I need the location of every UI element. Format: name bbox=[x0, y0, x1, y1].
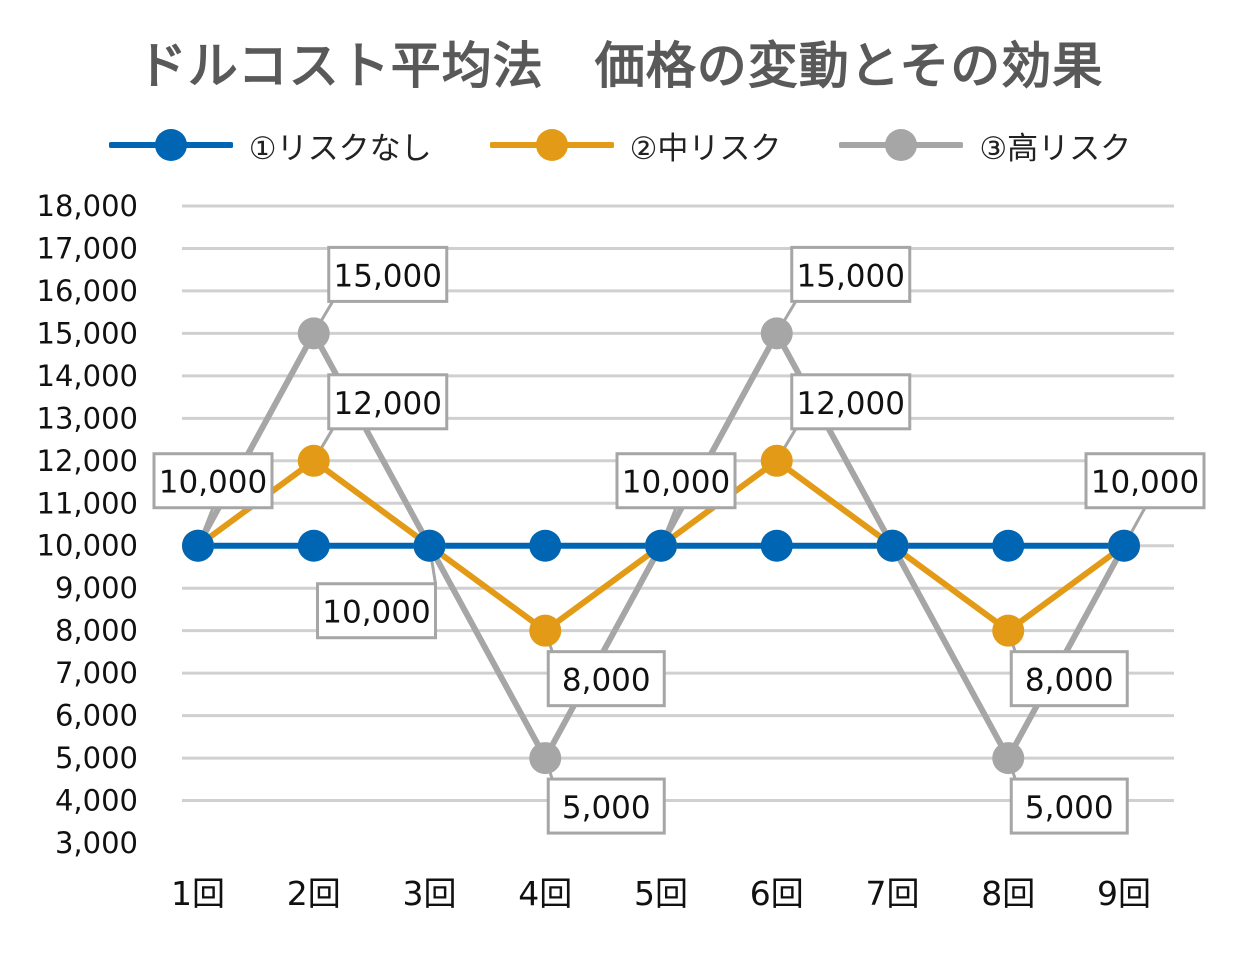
data-label-box bbox=[790, 373, 912, 431]
data-label: 8,000 bbox=[562, 663, 651, 699]
data-label: 15,000 bbox=[334, 258, 442, 294]
data-label: 5,000 bbox=[1025, 790, 1114, 826]
y-tick-label: 10,000 bbox=[37, 529, 138, 563]
x-tick-label: 2回 bbox=[287, 874, 341, 913]
data-label: 10,000 bbox=[1091, 465, 1199, 501]
x-axis-ticks: 1回 2回 3回 4回 5回 6回 7回 8回 9回 bbox=[171, 874, 1151, 913]
series-point[interactable] bbox=[297, 529, 330, 562]
data-label-box bbox=[1009, 650, 1129, 708]
y-tick-label: 5,000 bbox=[55, 741, 138, 775]
series-point[interactable] bbox=[876, 529, 909, 562]
y-tick-label: 18,000 bbox=[37, 189, 138, 223]
x-tick-label: 3回 bbox=[403, 874, 457, 913]
data-label-box bbox=[790, 245, 912, 303]
series-point[interactable] bbox=[760, 317, 793, 350]
y-tick-label: 16,000 bbox=[37, 274, 138, 308]
data-label-box bbox=[327, 373, 449, 431]
y-tick-label: 3,000 bbox=[55, 826, 138, 860]
series-point[interactable] bbox=[760, 529, 793, 562]
legend: ①リスクなし ②中リスク ③高リスク bbox=[0, 122, 1240, 168]
series-point[interactable] bbox=[992, 614, 1025, 647]
data-label: 12,000 bbox=[334, 386, 442, 422]
y-tick-label: 13,000 bbox=[37, 401, 138, 435]
data-label-box bbox=[615, 452, 737, 510]
series-point[interactable] bbox=[760, 444, 793, 477]
series-point[interactable] bbox=[1108, 529, 1140, 562]
series-point[interactable] bbox=[297, 317, 330, 350]
series-point[interactable] bbox=[529, 742, 562, 775]
y-tick-label: 7,000 bbox=[55, 656, 138, 690]
data-label: 10,000 bbox=[322, 595, 430, 631]
series-points bbox=[182, 317, 1140, 775]
series-point[interactable] bbox=[529, 614, 562, 647]
data-label: 5,000 bbox=[562, 790, 651, 826]
y-tick-label: 12,000 bbox=[37, 444, 138, 478]
series-point[interactable] bbox=[413, 529, 446, 562]
y-tick-label: 17,000 bbox=[37, 231, 138, 265]
data-label: 15,000 bbox=[797, 258, 905, 294]
y-tick-label: 8,000 bbox=[55, 614, 138, 648]
series-point[interactable] bbox=[529, 529, 562, 562]
series-point[interactable] bbox=[297, 444, 330, 477]
data-labels: 15,000 12,000 10,000 10,000 5,000 8,000 10,000… bbox=[152, 245, 1206, 835]
data-label: 10,000 bbox=[622, 465, 730, 501]
y-tick-label: 9,000 bbox=[55, 571, 138, 605]
legend-label-no-risk: ①リスクなし bbox=[248, 130, 432, 167]
legend-swatch-mid-risk bbox=[489, 129, 614, 161]
series-point[interactable] bbox=[182, 529, 214, 562]
legend-swatch-no-risk bbox=[108, 129, 233, 161]
series-point[interactable] bbox=[645, 529, 677, 562]
data-label-box bbox=[546, 777, 666, 835]
x-tick-label: 8回 bbox=[981, 874, 1035, 913]
series-point[interactable] bbox=[992, 742, 1025, 775]
chart-title: ドルコスト平均法 価格の変動とその効果 bbox=[136, 37, 1104, 95]
legend-item-mid-risk[interactable]: ②中リスク bbox=[489, 123, 782, 168]
x-tick-label: 1回 bbox=[171, 874, 225, 913]
data-label-box bbox=[316, 582, 437, 640]
legend-swatch-high-risk bbox=[839, 129, 964, 161]
y-tick-label: 15,000 bbox=[37, 316, 138, 350]
y-axis-ticks: 18,000 17,000 16,000 15,000 14,000 13,000 12,0… bbox=[37, 189, 138, 860]
series-point[interactable] bbox=[992, 529, 1025, 562]
data-label: 10,000 bbox=[159, 465, 267, 501]
x-tick-label: 5回 bbox=[634, 874, 688, 913]
data-label-box bbox=[1009, 777, 1129, 835]
legend-label-mid-risk: ②中リスク bbox=[629, 130, 782, 167]
data-label: 8,000 bbox=[1025, 663, 1114, 699]
x-tick-label: 6回 bbox=[750, 874, 804, 913]
y-tick-label: 14,000 bbox=[37, 359, 138, 393]
data-label-box bbox=[152, 452, 274, 510]
data-label-box bbox=[546, 650, 666, 708]
data-label-box bbox=[1084, 452, 1206, 510]
x-tick-label: 7回 bbox=[866, 874, 920, 913]
data-label: 12,000 bbox=[797, 386, 905, 422]
legend-label-high-risk: ③高リスク bbox=[979, 130, 1132, 167]
legend-item-high-risk[interactable]: ③高リスク bbox=[839, 123, 1131, 168]
legend-item-no-risk[interactable]: ①リスクなし bbox=[108, 123, 432, 168]
y-tick-label: 4,000 bbox=[55, 784, 138, 818]
x-tick-label: 4回 bbox=[518, 874, 572, 913]
data-label-box bbox=[327, 245, 449, 303]
x-tick-label: 9回 bbox=[1097, 874, 1151, 913]
y-tick-label: 11,000 bbox=[37, 486, 138, 520]
y-tick-label: 6,000 bbox=[55, 699, 138, 733]
